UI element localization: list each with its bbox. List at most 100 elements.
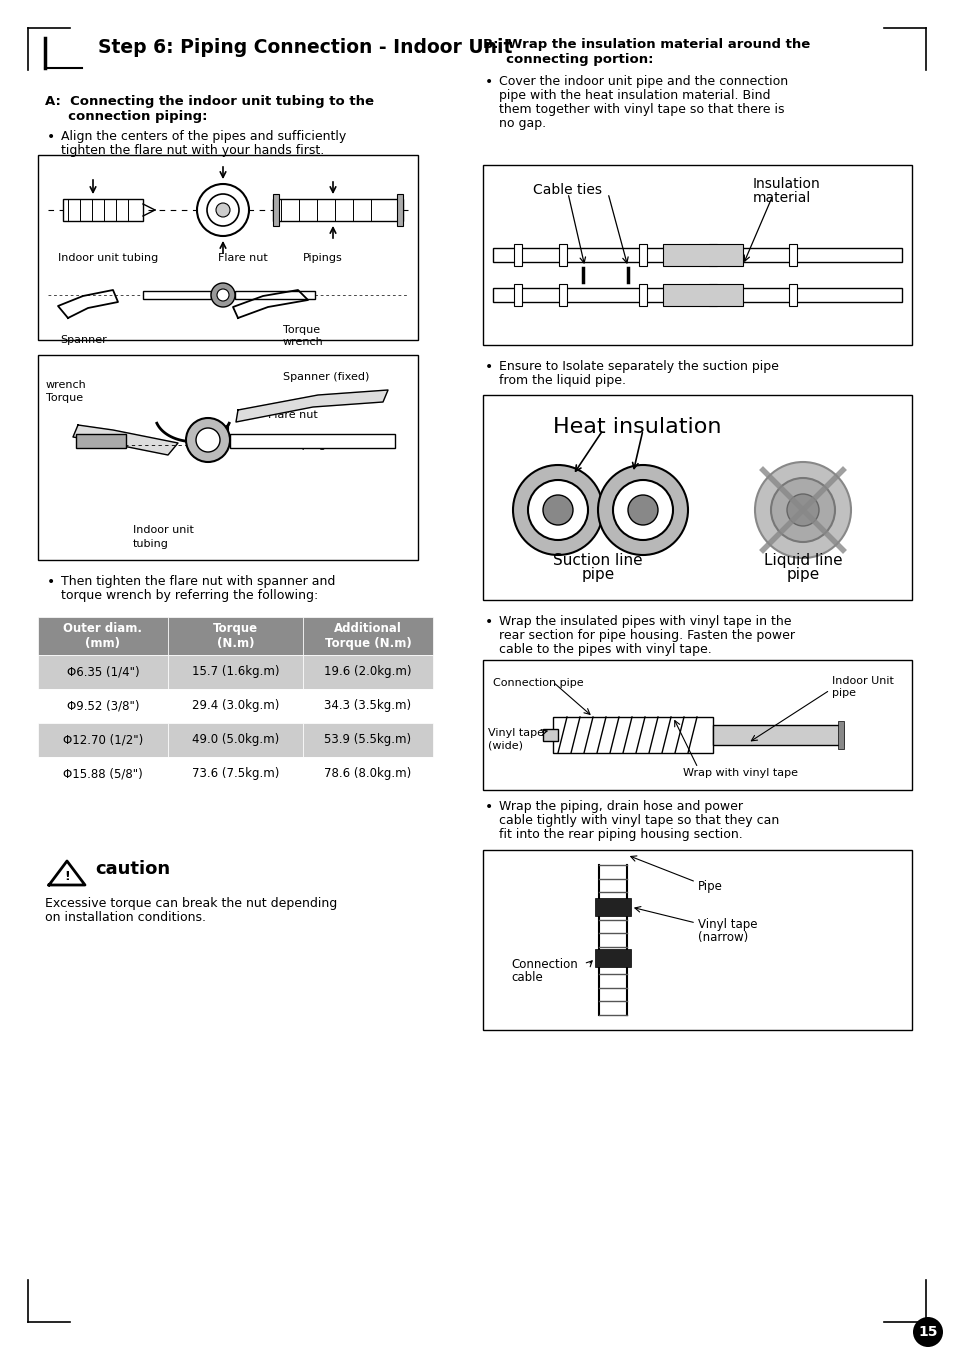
Text: Then tighten the flare nut with spanner and: Then tighten the flare nut with spanner … bbox=[61, 575, 335, 589]
Bar bbox=[38, 155, 417, 340]
Text: Excessive torque can break the nut depending: Excessive torque can break the nut depen… bbox=[45, 896, 337, 910]
Bar bbox=[662, 244, 742, 266]
Bar bbox=[542, 729, 558, 741]
Text: pipe: pipe bbox=[580, 567, 614, 582]
Polygon shape bbox=[73, 425, 178, 455]
Bar bbox=[273, 198, 402, 221]
Bar bbox=[595, 949, 630, 967]
Text: them together with vinyl tape so that there is: them together with vinyl tape so that th… bbox=[498, 103, 783, 116]
Text: •: • bbox=[484, 360, 493, 374]
Bar bbox=[303, 688, 433, 724]
Circle shape bbox=[216, 289, 229, 301]
Bar bbox=[708, 244, 717, 266]
Text: Outer diam.
(mm): Outer diam. (mm) bbox=[64, 622, 142, 649]
Text: material: material bbox=[752, 190, 810, 205]
Circle shape bbox=[186, 418, 230, 462]
Text: B:  Wrap the insulation material around the: B: Wrap the insulation material around t… bbox=[482, 38, 809, 51]
Text: pipe with the heat insulation material. Bind: pipe with the heat insulation material. … bbox=[498, 89, 770, 103]
Bar bbox=[143, 292, 211, 298]
Bar bbox=[482, 165, 911, 346]
Text: Spanner (fixed): Spanner (fixed) bbox=[283, 373, 369, 382]
Circle shape bbox=[211, 284, 234, 306]
Text: A:  Connecting the indoor unit tubing to the: A: Connecting the indoor unit tubing to … bbox=[45, 95, 374, 108]
Bar bbox=[788, 244, 796, 266]
Bar bbox=[482, 660, 911, 790]
Circle shape bbox=[754, 462, 850, 558]
Text: (wide): (wide) bbox=[488, 740, 522, 751]
Bar bbox=[38, 355, 417, 560]
Text: Flare nut: Flare nut bbox=[268, 410, 317, 420]
Text: Liquid line: Liquid line bbox=[763, 554, 841, 568]
Text: Suction line: Suction line bbox=[553, 554, 642, 568]
Text: Torque
wrench: Torque wrench bbox=[283, 325, 323, 347]
Text: 49.0 (5.0kg.m): 49.0 (5.0kg.m) bbox=[192, 733, 279, 747]
Text: Torque: Torque bbox=[46, 393, 83, 404]
Text: •: • bbox=[484, 76, 493, 89]
Circle shape bbox=[513, 464, 602, 555]
Text: Vinyl tape: Vinyl tape bbox=[698, 918, 757, 932]
Text: Cover the indoor unit pipe and the connection: Cover the indoor unit pipe and the conne… bbox=[498, 76, 787, 88]
Text: wrench: wrench bbox=[46, 379, 87, 390]
Circle shape bbox=[542, 495, 573, 525]
Bar bbox=[303, 617, 433, 655]
Text: Flare nut: Flare nut bbox=[218, 252, 268, 263]
Bar bbox=[558, 244, 566, 266]
Text: •: • bbox=[484, 616, 493, 629]
Bar bbox=[514, 284, 521, 306]
Text: connecting portion:: connecting portion: bbox=[482, 53, 653, 66]
Text: •: • bbox=[484, 801, 493, 814]
Text: pipe: pipe bbox=[785, 567, 819, 582]
Circle shape bbox=[215, 202, 230, 217]
Bar bbox=[168, 757, 303, 791]
Bar bbox=[708, 284, 717, 306]
Text: Ensure to Isolate separately the suction pipe: Ensure to Isolate separately the suction… bbox=[498, 360, 778, 373]
Text: Cable ties: Cable ties bbox=[533, 184, 601, 197]
Text: 78.6 (8.0kg.m): 78.6 (8.0kg.m) bbox=[324, 768, 411, 780]
Bar bbox=[168, 724, 303, 757]
Bar bbox=[38, 688, 168, 724]
Bar bbox=[38, 757, 168, 791]
Bar bbox=[303, 724, 433, 757]
Polygon shape bbox=[49, 861, 85, 886]
Text: pipe: pipe bbox=[831, 688, 855, 698]
Bar bbox=[837, 721, 843, 749]
Bar bbox=[639, 284, 646, 306]
Text: 15: 15 bbox=[918, 1324, 937, 1339]
Text: 34.3 (3.5kg.m): 34.3 (3.5kg.m) bbox=[324, 699, 411, 713]
Text: on installation conditions.: on installation conditions. bbox=[45, 911, 206, 923]
Bar bbox=[303, 655, 433, 688]
Text: Wrap the insulated pipes with vinyl tape in the: Wrap the insulated pipes with vinyl tape… bbox=[498, 616, 791, 628]
Bar bbox=[168, 655, 303, 688]
Circle shape bbox=[207, 194, 239, 225]
Bar bbox=[230, 433, 395, 448]
Text: Align the centers of the pipes and sufficiently: Align the centers of the pipes and suffi… bbox=[61, 130, 346, 143]
Circle shape bbox=[196, 184, 249, 236]
Bar bbox=[482, 396, 911, 599]
Bar bbox=[303, 757, 433, 791]
Circle shape bbox=[195, 428, 220, 452]
Text: Step 6: Piping Connection - Indoor Unit: Step 6: Piping Connection - Indoor Unit bbox=[98, 38, 512, 57]
Text: Heat insulation: Heat insulation bbox=[553, 417, 720, 437]
Bar bbox=[168, 688, 303, 724]
Text: 53.9 (5.5kg.m): 53.9 (5.5kg.m) bbox=[324, 733, 411, 747]
Bar bbox=[493, 288, 901, 302]
Text: Φ6.35 (1/4"): Φ6.35 (1/4") bbox=[67, 666, 139, 679]
Text: from the liquid pipe.: from the liquid pipe. bbox=[498, 374, 625, 387]
Text: Torque
(N.m): Torque (N.m) bbox=[213, 622, 258, 649]
Text: Φ15.88 (5/8"): Φ15.88 (5/8") bbox=[63, 768, 143, 780]
Bar bbox=[662, 284, 742, 306]
Text: tighten the flare nut with your hands first.: tighten the flare nut with your hands fi… bbox=[61, 144, 324, 157]
Bar bbox=[788, 284, 796, 306]
Text: 15.7 (1.6kg.m): 15.7 (1.6kg.m) bbox=[192, 666, 279, 679]
Circle shape bbox=[598, 464, 687, 555]
Bar bbox=[273, 194, 278, 225]
Circle shape bbox=[527, 481, 587, 540]
Text: Connection pipe: Connection pipe bbox=[493, 678, 583, 688]
Text: Connection: Connection bbox=[511, 958, 578, 971]
Text: Pipe: Pipe bbox=[698, 880, 722, 892]
Bar bbox=[38, 617, 168, 655]
Circle shape bbox=[770, 478, 834, 541]
Bar bbox=[38, 655, 168, 688]
Text: connection piping:: connection piping: bbox=[45, 109, 208, 123]
Text: •: • bbox=[47, 130, 55, 144]
